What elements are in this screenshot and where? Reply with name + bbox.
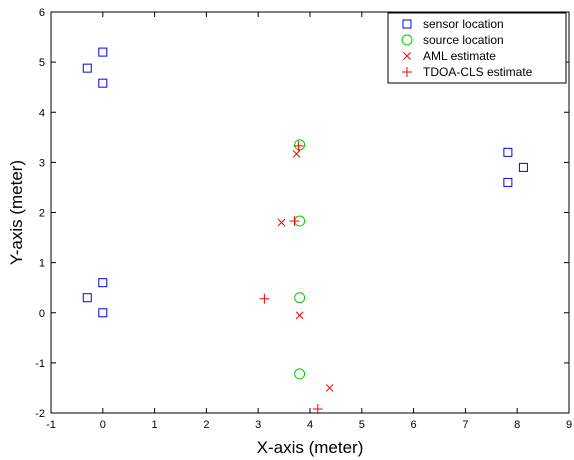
x-axis-label: X-axis (meter) [257, 438, 364, 457]
y-tick-label: 4 [39, 107, 45, 119]
legend-marker-aml-estimate [403, 52, 411, 60]
y-tick-label: 6 [39, 7, 45, 19]
y-axis-label: Y-axis (meter) [7, 160, 26, 265]
sensor-location-point [82, 63, 92, 73]
aml-estimate-point [292, 150, 301, 158]
sensor-location-point [518, 162, 528, 172]
legend-label-aml-estimate: AML estimate [423, 49, 496, 63]
x-tick-label: 4 [307, 419, 313, 431]
legend-marker-sensor-location [402, 19, 412, 29]
sensor-location-point [98, 78, 108, 88]
legend-label-sensor-location: sensor location [423, 17, 504, 31]
sensor-location-point [98, 278, 108, 288]
source-location-point [294, 139, 306, 151]
aml-estimate-point [295, 311, 304, 320]
x-tick-label: 8 [514, 419, 520, 431]
x-tick-label: 3 [255, 419, 261, 431]
x-tick-label: 7 [462, 419, 468, 431]
x-tick-label: 2 [203, 419, 209, 431]
aml-estimate-point [277, 218, 286, 227]
sensor-location-point [98, 308, 108, 318]
source-location-point [294, 292, 306, 304]
y-tick-label: 0 [39, 308, 45, 320]
x-tick-label: 0 [100, 419, 106, 431]
source-location-point [294, 368, 306, 380]
x-tick-label: 5 [359, 419, 365, 431]
tdoa-cls-estimate-point [312, 403, 323, 414]
y-tick-label: 3 [39, 157, 45, 169]
x-tick-label: 6 [411, 419, 417, 431]
x-tick-label: 1 [152, 419, 158, 431]
sensor-location-point [503, 147, 513, 157]
data-markers [82, 47, 528, 414]
legend: sensor location source location AML estima… [387, 12, 567, 84]
tdoa-cls-estimate-point [259, 293, 270, 304]
y-tick-label: 1 [39, 258, 45, 270]
x-tick-label: -1 [46, 419, 56, 431]
sensor-location-point [98, 47, 108, 57]
y-tick-label: 5 [39, 57, 45, 69]
legend-marker-source-location [401, 34, 413, 46]
y-tick-label: 2 [39, 208, 45, 220]
tdoa-cls-estimate-point [293, 140, 304, 151]
sensor-location-point [82, 293, 92, 303]
y-tick-label: -1 [35, 358, 45, 370]
aml-estimate-point [325, 384, 334, 392]
x-tick-label: 9 [566, 419, 572, 431]
axis-ticks [50, 11, 570, 414]
legend-label-tdoa-cls-estimate: TDOA-CLS estimate [423, 65, 533, 79]
tdoa-cls-estimate-point [289, 216, 300, 227]
legend-marker-tdoa-cls-estimate [402, 67, 412, 77]
legend-box [387, 12, 567, 84]
legend-label-source-location: source location [423, 33, 504, 47]
sensor-location-point [503, 177, 513, 187]
y-tick-label: -2 [35, 408, 45, 420]
